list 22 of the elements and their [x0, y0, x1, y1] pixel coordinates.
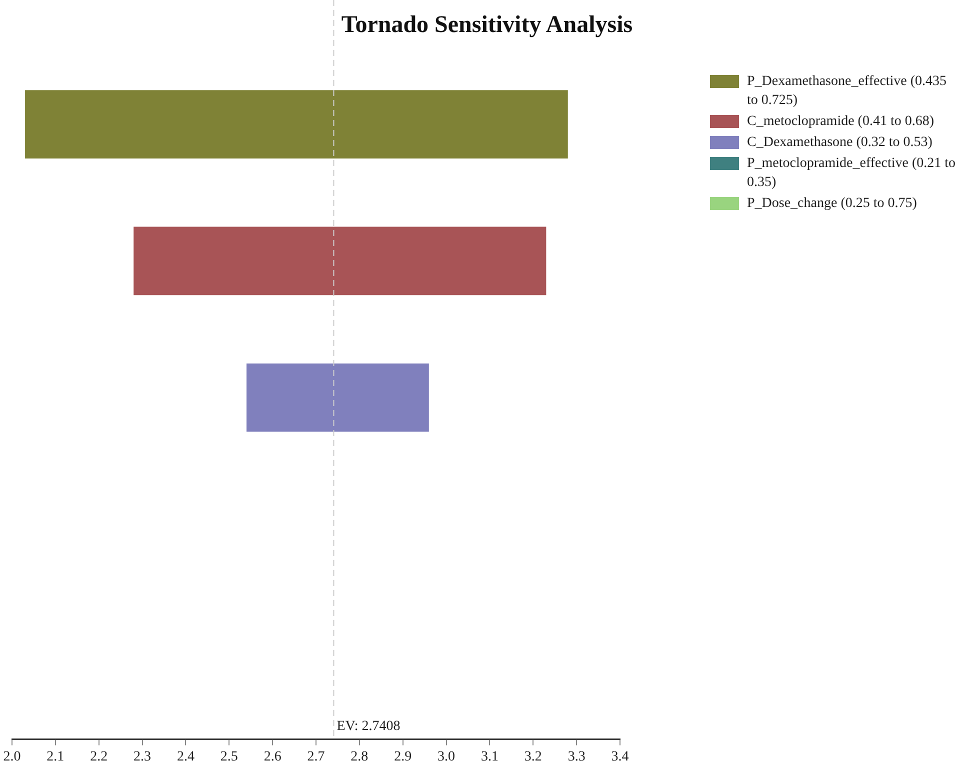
legend-label: C_metoclopramide (0.41 to 0.68) [747, 113, 934, 131]
x-tick-label: 3.0 [438, 749, 456, 764]
ref-line-label: EV: 2.7408 [336, 718, 400, 734]
x-tick-label: 2.0 [3, 749, 21, 764]
x-tick-label: 2.8 [350, 749, 368, 764]
legend-label: C_Dexamethasone (0.32 to 0.53) [747, 134, 932, 152]
x-tick-label: 2.4 [176, 749, 194, 764]
x-tick-label: 2.7 [307, 749, 325, 764]
legend-label: P_metoclopramide_effective (0.21 to 0.35) [747, 155, 957, 192]
x-tick-label: 3.3 [568, 749, 586, 764]
x-tick-label: 3.4 [611, 749, 629, 764]
x-tick-label: 2.2 [90, 749, 108, 764]
legend-label: P_Dexamethasone_effective (0.435 to 0.725) [747, 73, 948, 110]
text: Tornado Sensitivity Analysis [340, 12, 634, 39]
x-tick-label: 2.9 [394, 749, 412, 764]
x-tick-label: 2.1 [46, 749, 64, 764]
legend-label: P_Dose_change (0.25 to 0.75) [747, 195, 917, 213]
x-tick-label: 3.2 [524, 749, 542, 764]
x-tick-label: 3.1 [480, 749, 498, 764]
x-tick-label: 2.6 [264, 749, 282, 764]
x-tick-label: 2.3 [134, 749, 152, 764]
x-tick-label: 2.5 [220, 749, 238, 764]
